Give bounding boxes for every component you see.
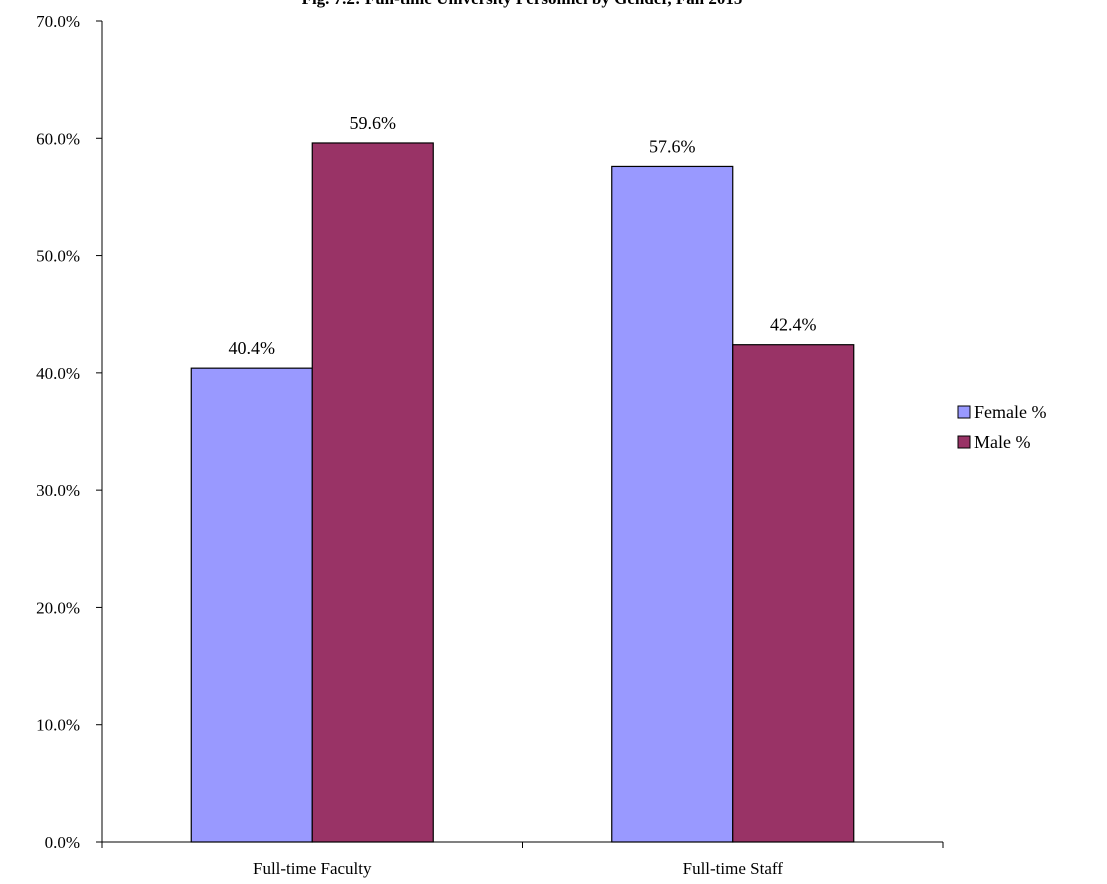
legend-swatch	[957, 405, 971, 419]
y-tick-label: 10.0%	[36, 716, 80, 735]
y-axis-ticks: 0.0% 10.0% 20.0% 30.0% 40.0% 50.0% 60.0% 70.0%	[36, 12, 102, 852]
legend-label: Male %	[974, 432, 1030, 452]
bar-female-faculty	[190, 367, 313, 843]
legend-label: Female %	[974, 402, 1046, 422]
y-tick-label: 50.0%	[36, 247, 80, 266]
x-tick-label: Full-time Faculty	[253, 859, 372, 878]
bar-female-staff	[611, 165, 734, 843]
y-tick-label: 30.0%	[36, 481, 80, 500]
data-labels: 40.4% 59.6% 57.6% 42.4%	[229, 113, 817, 358]
legend: Female % Male %	[957, 402, 1046, 452]
data-label: 57.6%	[649, 136, 696, 156]
y-tick-label: 0.0%	[45, 833, 80, 852]
x-axis-ticks: Full-time Faculty Full-time Staff	[101, 842, 944, 878]
data-label: 42.4%	[770, 315, 817, 335]
bar-male-faculty	[311, 142, 434, 843]
bar-male-staff	[732, 344, 855, 843]
chart-title: Fig. 7.2: Full-time University Personnel…	[302, 0, 743, 8]
y-tick-label: 20.0%	[36, 598, 80, 617]
y-tick-label: 60.0%	[36, 129, 80, 148]
x-tick-label: Full-time Staff	[683, 859, 784, 878]
legend-swatch	[957, 435, 971, 449]
data-label: 40.4%	[229, 338, 276, 358]
bars	[190, 142, 855, 843]
y-tick-label: 40.0%	[36, 364, 80, 383]
data-label: 59.6%	[350, 113, 397, 133]
y-tick-label: 70.0%	[36, 12, 80, 31]
